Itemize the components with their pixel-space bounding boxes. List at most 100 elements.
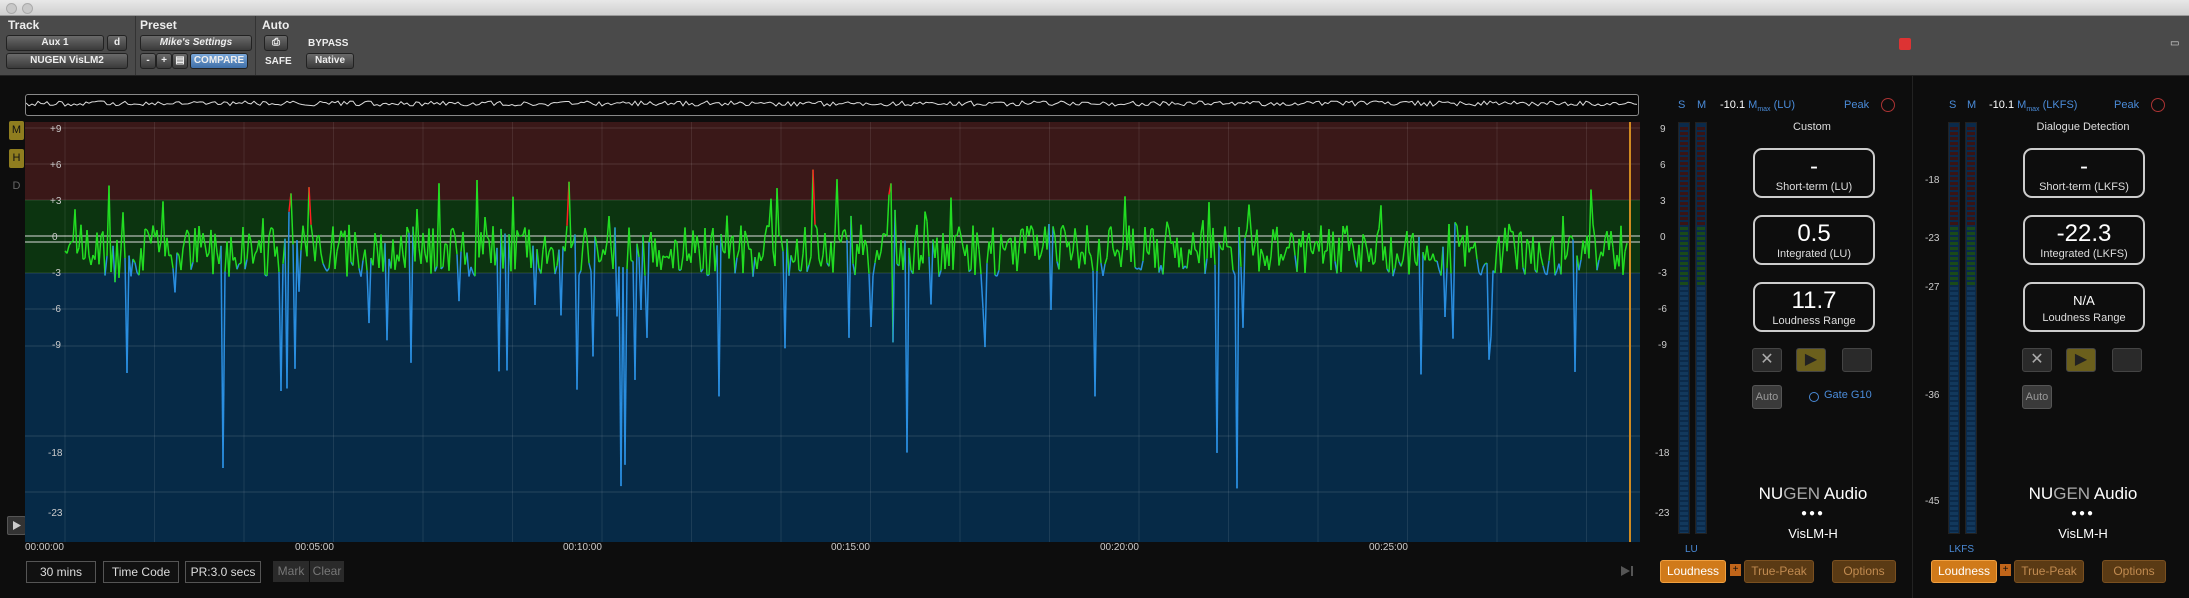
bypass-button[interactable]: BYPASS [308,38,349,49]
y-tick-right: -3 [1658,268,1667,279]
shortterm-value: - [1810,153,1818,180]
y-tick-right: -18 [1655,448,1670,459]
auto-button[interactable]: Auto [1752,385,1782,409]
shortterm-readout: - Short-term (LU) [1753,148,1875,198]
mark-button[interactable]: Mark [273,561,309,582]
max-sub: max [2026,106,2040,114]
product-name: VisLM-H [1788,526,1838,541]
auto-button[interactable]: Auto [2022,385,2052,409]
track-label: Track [8,18,40,32]
meter-unit-label: LKFS [1949,544,1975,555]
brand-nu: NU [1758,484,1784,503]
max-unit: (LU) [1773,99,1795,111]
options-button[interactable]: Options [1832,560,1896,583]
close-window-icon[interactable] [6,3,17,14]
track-selector[interactable]: Aux 1 [6,35,104,51]
brand-audio: Audio [2090,484,2138,503]
meter-scale: -18 [1925,175,1940,186]
skip-forward-icon[interactable] [1619,564,1635,578]
preset-copy-icon[interactable]: ▤ [172,53,188,69]
integrated-readout: 0.5 Integrated (LU) [1753,215,1875,265]
pause-button[interactable] [1842,348,1872,372]
vislm-plugin: M H D +9 +6 +3 0 -3 -6 -9 -18 -23 9 6 3 … [0,76,2189,598]
peak-indicator-icon[interactable] [2151,98,2165,112]
loudness-range-label: Loudness Range [2042,312,2126,324]
meter-scale: -36 [1925,390,1940,401]
compare-button[interactable]: COMPARE [190,53,248,69]
loudness-tab[interactable]: Loudness [1931,560,1997,583]
minimize-window-icon[interactable] [22,3,33,14]
y-tick-right: -9 [1658,340,1667,351]
meter-scale: -45 [1925,496,1940,507]
play-icon[interactable]: ▶ [1796,348,1826,372]
pause-button[interactable] [2112,348,2142,372]
reset-x-icon[interactable]: ✕ [1752,348,1782,372]
meter-scale: -23 [1925,233,1940,244]
y-tick-left: +6 [50,160,62,171]
overview-strip[interactable] [25,94,1639,116]
integrated-label: Integrated (LKFS) [2040,248,2128,260]
brand-dots: ●●● [1800,508,1826,519]
brand-nu: NU [2028,484,2054,503]
s-label: S [1949,99,1957,111]
panel-title: Dialogue Detection [2036,121,2130,133]
brand-gen: GEN [1783,484,1821,503]
time-label: 00:05:00 [295,542,334,553]
max-unit: (LKFS) [2042,99,2078,111]
y-tick-right: 6 [1660,160,1666,171]
nugen-logo: NUGEN Audio [1743,484,1883,504]
max-value-number: -10.1 [1720,99,1746,111]
preset-selector[interactable]: Mike's Settings [140,35,252,51]
peak-indicator-icon[interactable] [1881,98,1895,112]
momentary-meter [1695,122,1707,535]
y-tick-left: -3 [52,268,61,279]
y-tick-right: 3 [1660,196,1666,207]
gate-radio[interactable] [1809,392,1819,402]
shortterm-label: Short-term (LU) [1775,181,1853,193]
time-label: 00:15:00 [831,542,870,553]
history-toggle-button[interactable]: H [9,149,24,168]
options-button[interactable]: Options [2102,560,2166,583]
preset-minus-button[interactable]: - [140,53,156,69]
meter-unit-label: LU [1685,544,1698,555]
auto-label: Auto [262,18,290,32]
add-tab-button[interactable]: + [2000,564,2011,576]
peak-label: Peak [2114,99,2140,111]
reset-x-icon[interactable]: ✕ [2022,348,2052,372]
automation-icon[interactable]: ⎙ [264,35,288,51]
truepeak-tab[interactable]: True-Peak [2014,560,2084,583]
play-left-icon[interactable] [7,516,26,535]
loudness-tab[interactable]: Loudness [1660,560,1726,583]
track-suffix-button[interactable]: d [107,35,127,51]
brand-audio: Audio [1820,484,1868,503]
integrated-value: 0.5 [1797,220,1831,247]
integrated-value: -22.3 [2056,220,2112,247]
settings-icon[interactable]: ▭ [2170,38,2180,49]
shortterm-value: - [2080,153,2088,180]
brand-gen: GEN [2053,484,2091,503]
native-selector[interactable]: Native [306,53,354,69]
time-range-selector[interactable]: 30 mins [26,561,96,583]
record-icon[interactable] [1899,38,1911,50]
pr-selector[interactable]: PR:3.0 secs [185,561,261,583]
timecode-selector[interactable]: Time Code [103,561,179,583]
add-tab-button[interactable]: + [1730,564,1741,576]
safe-button[interactable]: SAFE [265,56,292,67]
m-label: M [1967,99,1977,111]
loudness-history-graph[interactable] [25,122,1640,542]
y-tick-left: -9 [52,340,61,351]
truepeak-tab[interactable]: True-Peak [1744,560,1814,583]
preset-plus-button[interactable]: + [156,53,172,69]
y-tick-right: -6 [1658,304,1667,315]
short-term-meter [1678,122,1690,535]
play-icon[interactable]: ▶ [2066,348,2096,372]
momentary-toggle-button[interactable]: M [9,121,24,140]
plugin-header: Track Aux 1 d NUGEN VisLM2 Preset Mike's… [0,16,2189,76]
clear-button[interactable]: Clear [310,561,344,582]
y-tick-left: -6 [52,304,61,315]
max-m: M [2017,99,2027,111]
plugin-selector[interactable]: NUGEN VisLM2 [6,53,128,69]
product-name: VisLM-H [2058,526,2108,541]
y-tick-left: +9 [50,124,62,135]
dialogue-toggle-button[interactable]: D [12,180,21,192]
